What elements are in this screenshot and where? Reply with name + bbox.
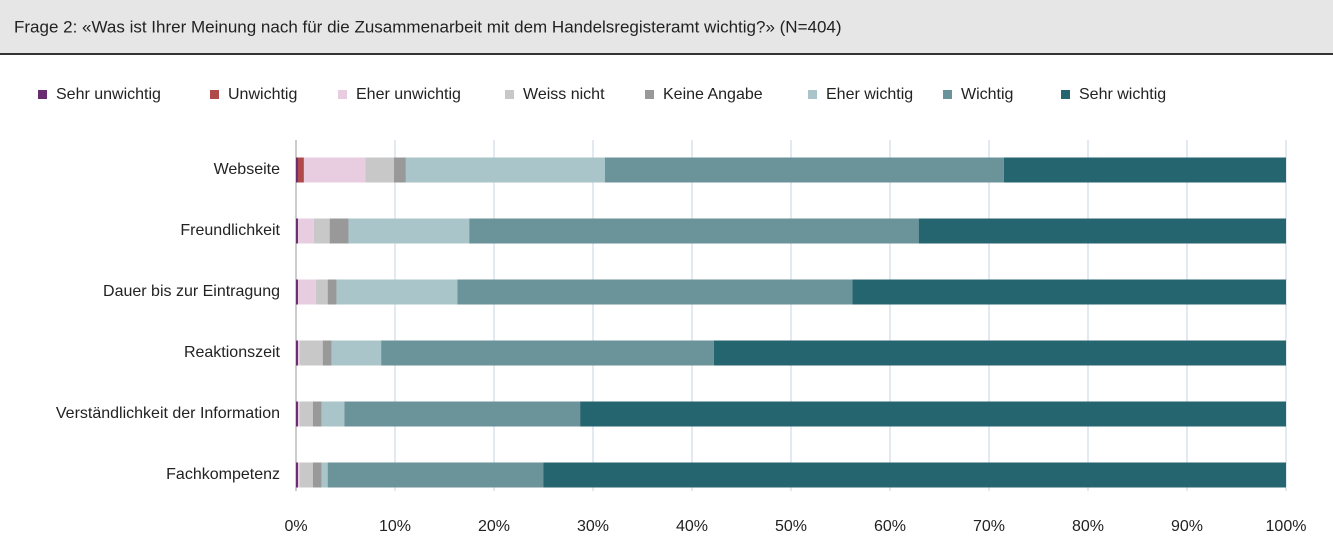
bar-segment [331,340,382,366]
bar-segment [299,340,323,366]
x-tick-label: 30% [577,518,609,535]
bar-segment [327,279,337,305]
legend-swatch [1061,90,1070,99]
bar-segment [381,340,714,366]
legend-label: Weiss nicht [523,86,605,103]
legend-swatch [943,90,952,99]
x-tick-label: 20% [478,518,510,535]
bar-segment [299,401,313,427]
bar-segment [297,462,300,488]
legend-swatch [505,90,514,99]
legend-swatch [338,90,347,99]
legend-label: Wichtig [961,86,1013,103]
bar-segment [365,157,395,183]
x-tick-label: 0% [284,518,307,535]
y-tick-label: Reaktionszeit [184,344,281,361]
x-tick-label: 60% [874,518,906,535]
header-band [0,0,1333,54]
x-tick-label: 70% [973,518,1005,535]
bar-segment [299,462,313,488]
bar-segment [580,401,1286,427]
bar-segment [296,218,298,244]
legend-label: Unwichtig [228,86,297,103]
legend-label: Eher unwichtig [356,86,461,103]
bar-segment [297,218,314,244]
x-tick-label: 50% [775,518,807,535]
bar-segment [321,462,328,488]
bar-segment [336,279,458,305]
legend-swatch [645,90,654,99]
bar-segment [457,279,853,305]
y-tick-label: Dauer bis zur Eintragung [103,283,280,300]
bar-segment [469,218,919,244]
x-tick-label: 10% [379,518,411,535]
legend-label: Eher wichtig [826,86,913,103]
legend-swatch [210,90,219,99]
y-tick-label: Freundlichkeit [180,222,280,239]
bar-segment [297,157,304,183]
bar-segment [321,401,345,427]
bar-segment [713,340,1286,366]
x-tick-label: 80% [1072,518,1104,535]
y-tick-label: Fachkompetenz [166,466,280,483]
x-tick-label: 100% [1266,518,1307,535]
bar-segment [315,279,328,305]
bar-segment [852,279,1286,305]
bar-segment [604,157,1004,183]
x-tick-label: 90% [1171,518,1203,535]
bar-segment [327,462,544,488]
y-tick-label: Webseite [214,161,281,178]
bar-segment [296,279,298,305]
bar-segment [313,218,330,244]
legend-swatch [38,90,47,99]
y-tick-label: Verständlichkeit der Information [56,405,280,422]
legend-label: Sehr unwichtig [56,86,161,103]
bar-segment [918,218,1286,244]
bar-segment [296,157,298,183]
bar-segment [297,279,316,305]
chart-title: Frage 2: «Was ist Ihrer Meinung nach für… [14,17,842,36]
x-tick-label: 40% [676,518,708,535]
bar-segment [297,401,300,427]
bar-segment [543,462,1286,488]
bar-segment [1003,157,1286,183]
bar-segment [348,218,470,244]
legend-swatch [808,90,817,99]
bar-segment [312,401,322,427]
bar-segment [296,401,298,427]
bar-segment [296,462,298,488]
bar-segment [394,157,406,183]
bar-segment [329,218,349,244]
legend-label: Sehr wichtig [1079,86,1166,103]
bar-segment [405,157,605,183]
bar-segment [297,340,300,366]
bar-segment [322,340,332,366]
bar-segment [344,401,581,427]
bar-segment [296,340,298,366]
bar-segment [312,462,322,488]
legend-label: Keine Angabe [663,86,763,103]
bar-segment [303,157,366,183]
